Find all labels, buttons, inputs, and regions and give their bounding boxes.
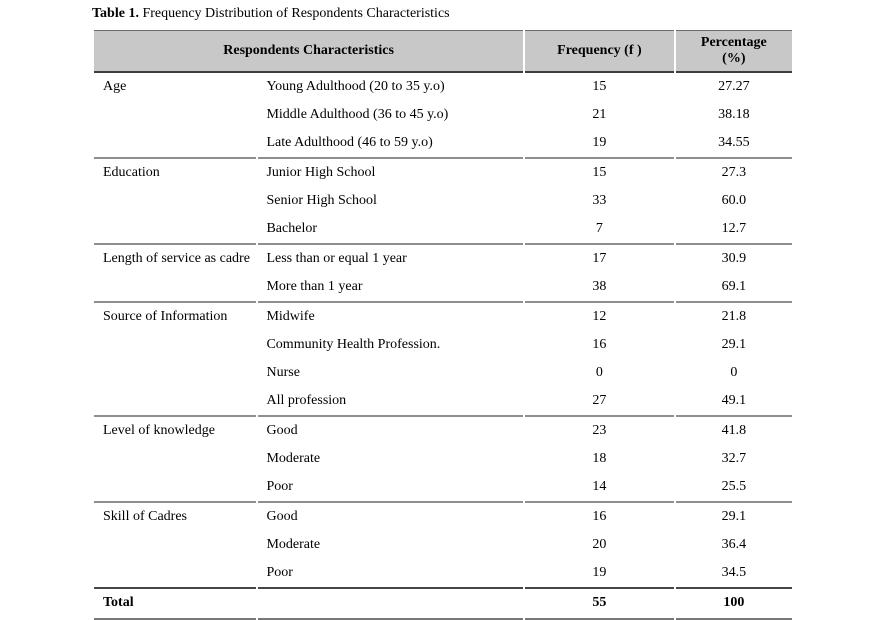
percentage-cell: 38.18 <box>675 100 792 129</box>
subcategory-cell: Senior High School <box>258 186 524 215</box>
total-spacer-cell <box>258 586 524 620</box>
frequency-cell: 0 <box>525 358 674 387</box>
table-row: Moderate 18 32.7 <box>94 444 792 473</box>
frequency-cell: 15 <box>525 72 674 101</box>
frequency-cell: 20 <box>525 530 674 559</box>
percentage-cell: 34.5 <box>675 558 792 587</box>
subcategory-cell: Less than or equal 1 year <box>258 242 524 273</box>
subcategory-cell: Nurse <box>258 358 524 387</box>
table-row: Late Adulthood (46 to 59 y.o) 19 34.55 <box>94 128 792 157</box>
frequency-distribution-table: Respondents Characteristics Frequency (f… <box>92 29 794 620</box>
frequency-cell: 18 <box>525 444 674 473</box>
table-row: All profession 27 49.1 <box>94 386 792 415</box>
category-cell: Level of knowledge <box>94 414 257 501</box>
percentage-cell: 60.0 <box>675 186 792 215</box>
table-caption: Table 1. Frequency Distribution of Respo… <box>92 6 794 23</box>
category-cell: Skill of Cadres <box>94 500 257 587</box>
percentage-cell: 12.7 <box>675 214 792 243</box>
table-row: More than 1 year 38 69.1 <box>94 272 792 301</box>
frequency-cell: 19 <box>525 128 674 157</box>
table-caption-text: Frequency Distribution of Respondents Ch… <box>138 6 450 21</box>
table-row: Bachelor 7 12.7 <box>94 214 792 243</box>
frequency-cell: 21 <box>525 100 674 129</box>
frequency-cell: 33 <box>525 186 674 215</box>
subcategory-cell: Moderate <box>258 444 524 473</box>
percentage-cell: 21.8 <box>675 300 792 331</box>
subcategory-cell: Middle Adulthood (36 to 45 y.o) <box>258 100 524 129</box>
subcategory-cell: Good <box>258 414 524 445</box>
percentage-cell: 25.5 <box>675 472 792 501</box>
frequency-cell: 23 <box>525 414 674 445</box>
table-row: Level of knowledge Good 23 41.8 <box>94 414 792 501</box>
total-row: Total 55 100 <box>94 586 792 620</box>
subcategory-cell: Poor <box>258 558 524 587</box>
subcategory-cell: Young Adulthood (20 to 35 y.o) <box>258 72 524 101</box>
percentage-cell: 32.7 <box>675 444 792 473</box>
frequency-cell: 16 <box>525 500 674 531</box>
table-row: Age Young Adulthood (20 to 35 y.o) 15 27.27 <box>94 72 792 157</box>
subcategory-cell: Poor <box>258 472 524 501</box>
frequency-cell: 38 <box>525 272 674 301</box>
category-cell: Education <box>94 156 257 243</box>
table-row: Length of service as cadre Less than or e… <box>94 242 792 301</box>
frequency-cell: 7 <box>525 214 674 243</box>
percentage-cell: 41.8 <box>675 414 792 445</box>
frequency-cell: 14 <box>525 472 674 501</box>
subcategory-cell: All profession <box>258 386 524 415</box>
percentage-cell: 29.1 <box>675 500 792 531</box>
subcategory-cell: Moderate <box>258 530 524 559</box>
subcategory-cell: Good <box>258 500 524 531</box>
total-frequency-cell: 55 <box>525 586 674 620</box>
paper-page: Table 1. Frequency Distribution of Respo… <box>92 6 794 620</box>
frequency-cell: 15 <box>525 156 674 187</box>
percentage-cell: 29.1 <box>675 330 792 359</box>
percentage-cell: 27.3 <box>675 156 792 187</box>
table-row: Nurse 0 0 <box>94 358 792 387</box>
table-caption-label: Table 1. <box>92 6 139 21</box>
percentage-cell: 27.27 <box>675 72 792 101</box>
percentage-cell: 69.1 <box>675 272 792 301</box>
subcategory-cell: Bachelor <box>258 214 524 243</box>
total-percentage-cell: 100 <box>675 586 792 620</box>
table-header-row: Respondents Characteristics Frequency (f… <box>94 29 792 73</box>
table-row: Poor 14 25.5 <box>94 472 792 501</box>
frequency-cell: 27 <box>525 386 674 415</box>
subcategory-cell: Community Health Profession. <box>258 330 524 359</box>
percentage-cell: 30.9 <box>675 242 792 273</box>
table-row: Skill of Cadres Good 16 29.1 <box>94 500 792 587</box>
header-respondents-characteristics: Respondents Characteristics <box>94 29 524 73</box>
percentage-cell: 36.4 <box>675 530 792 559</box>
table-row: Poor 19 34.5 <box>94 558 792 587</box>
header-percentage: Percentage (%) <box>675 29 792 73</box>
frequency-cell: 12 <box>525 300 674 331</box>
category-cell: Length of service as cadre <box>94 242 257 301</box>
frequency-cell: 19 <box>525 558 674 587</box>
table-row: Education Junior High School 15 27.3 <box>94 156 792 243</box>
percentage-cell: 49.1 <box>675 386 792 415</box>
subcategory-cell: Junior High School <box>258 156 524 187</box>
table-row: Moderate 20 36.4 <box>94 530 792 559</box>
frequency-cell: 17 <box>525 242 674 273</box>
subcategory-cell: Midwife <box>258 300 524 331</box>
table-row: Source of Information Midwife 12 21.8 <box>94 300 792 415</box>
subcategory-cell: More than 1 year <box>258 272 524 301</box>
category-cell: Source of Information <box>94 300 257 415</box>
subcategory-cell: Late Adulthood (46 to 59 y.o) <box>258 128 524 157</box>
total-label-cell: Total <box>94 586 257 620</box>
header-frequency: Frequency (f ) <box>525 29 674 73</box>
table-row: Community Health Profession. 16 29.1 <box>94 330 792 359</box>
table-header: Respondents Characteristics Frequency (f… <box>94 29 792 73</box>
percentage-cell: 34.55 <box>675 128 792 157</box>
table-row: Middle Adulthood (36 to 45 y.o) 21 38.18 <box>94 100 792 129</box>
percentage-cell: 0 <box>675 358 792 387</box>
frequency-cell: 16 <box>525 330 674 359</box>
table-body: Age Young Adulthood (20 to 35 y.o) 15 27.27… <box>94 72 792 620</box>
table-row: Senior High School 33 60.0 <box>94 186 792 215</box>
category-cell: Age <box>94 72 257 157</box>
